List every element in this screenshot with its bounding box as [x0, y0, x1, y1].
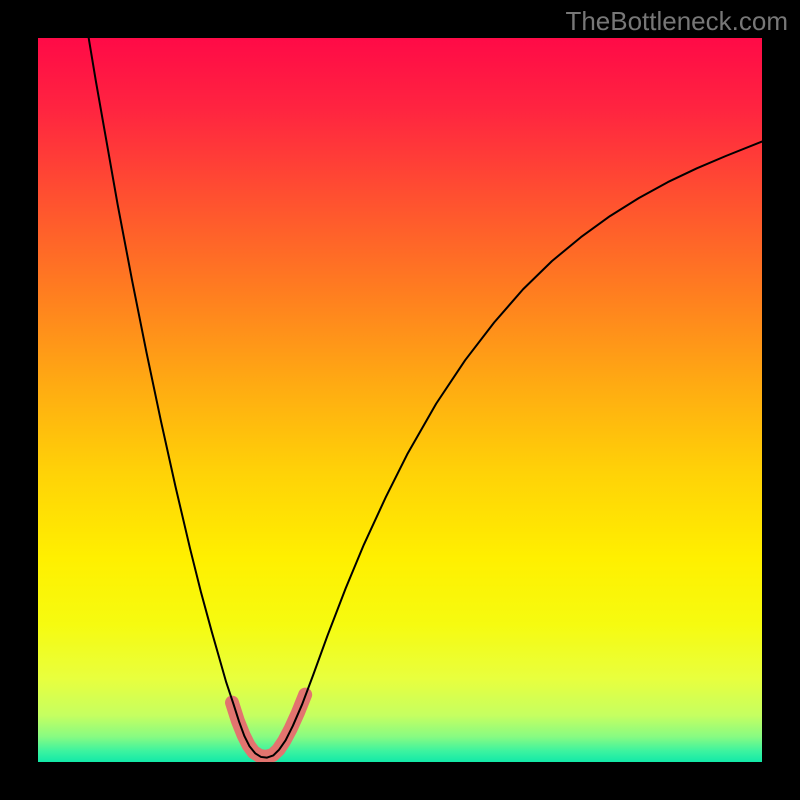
watermark-text: TheBottleneck.com [565, 6, 788, 37]
gradient-background [38, 38, 762, 762]
chart-svg [38, 38, 762, 762]
plot-area [38, 38, 762, 762]
